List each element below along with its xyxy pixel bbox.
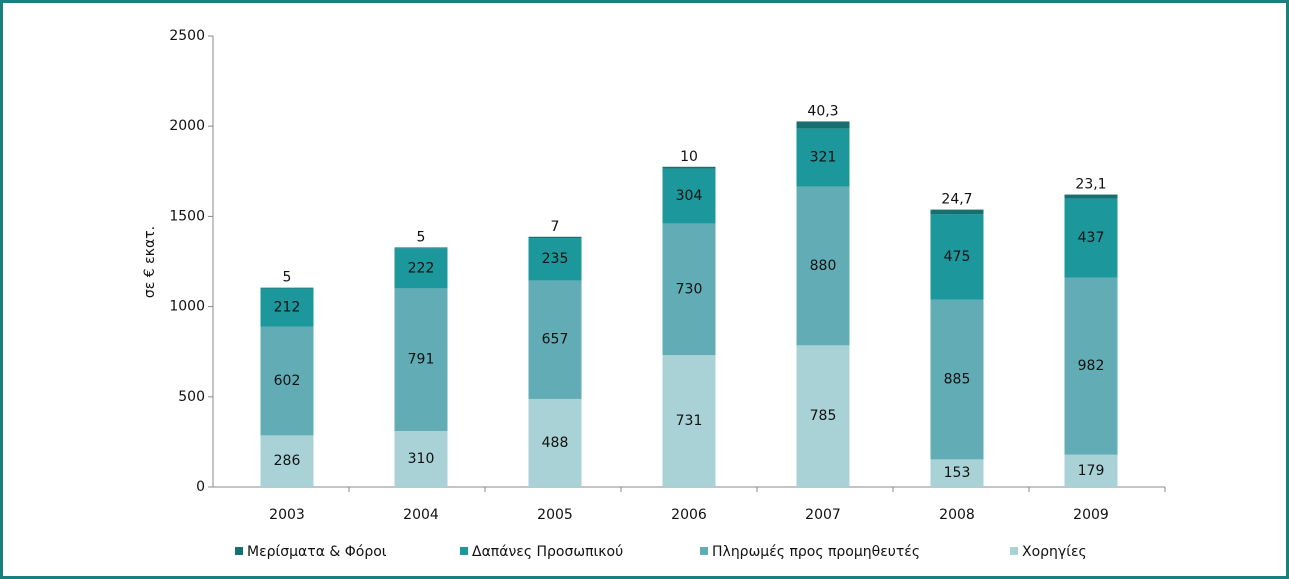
bar-segment — [1064, 198, 1118, 278]
legend-label: Χορηγίες — [1022, 544, 1087, 560]
bar-segment — [528, 398, 582, 487]
x-tick-label: 2007 — [805, 507, 841, 523]
data-label: 235 — [542, 251, 569, 267]
y-tick-label: 2500 — [169, 28, 205, 44]
bar-segment — [796, 345, 850, 487]
data-label: 488 — [542, 435, 569, 451]
legend-swatch — [1010, 547, 1018, 555]
bar-segment — [1064, 194, 1118, 199]
data-label: 5 — [417, 229, 426, 245]
data-label: 880 — [810, 258, 837, 274]
data-label: 153 — [944, 465, 971, 481]
y-tick-label: 2000 — [169, 118, 205, 134]
bar-segment — [930, 214, 984, 300]
x-tick-label: 2006 — [671, 507, 707, 523]
bar-segment — [1064, 454, 1118, 487]
bar-segment — [796, 186, 850, 346]
bar-segment — [930, 209, 984, 215]
data-label: 791 — [408, 352, 435, 368]
x-tick-label: 2009 — [1073, 507, 1109, 523]
data-label: 286 — [274, 453, 301, 469]
data-label: 437 — [1078, 230, 1105, 246]
bar-segment — [662, 223, 716, 356]
bar-segment — [930, 459, 984, 487]
data-label: 657 — [542, 332, 569, 348]
data-label: 731 — [676, 413, 703, 429]
data-label: 885 — [944, 372, 971, 388]
data-label: 212 — [274, 300, 301, 316]
data-label: 179 — [1078, 463, 1105, 479]
bar-segment — [260, 435, 314, 487]
bar-segment — [394, 248, 448, 289]
y-axis-label: σε € εκατ. — [142, 226, 158, 298]
bar-segment — [796, 128, 850, 187]
x-tick-label: 2003 — [269, 507, 305, 523]
legend-label: Πληρωμές προς προμηθευτές — [712, 544, 920, 560]
data-label: 304 — [676, 188, 703, 204]
legend-swatch — [460, 547, 468, 555]
y-tick-label: 0 — [196, 479, 205, 495]
bar-segment — [662, 166, 716, 169]
data-label: 785 — [810, 408, 837, 424]
data-label: 40,3 — [807, 103, 838, 119]
y-tick-label: 1000 — [169, 299, 205, 315]
bar-segment — [394, 431, 448, 487]
x-tick-label: 2004 — [403, 507, 439, 523]
data-label: 23,1 — [1075, 177, 1106, 193]
bar-segment — [260, 287, 314, 289]
x-tick-label: 2005 — [537, 507, 573, 523]
data-label: 5 — [283, 270, 292, 286]
y-tick-label: 500 — [178, 389, 205, 405]
data-label: 321 — [810, 150, 837, 166]
bar-segment — [796, 121, 850, 129]
bar-segment — [662, 168, 716, 224]
data-label: 24,7 — [941, 192, 972, 208]
bar-segment — [528, 236, 582, 239]
legend-label: Δαπάνες Προσωπικού — [472, 544, 623, 560]
bar-segment — [1064, 277, 1118, 455]
bar-segment — [662, 355, 716, 487]
data-label: 310 — [408, 451, 435, 467]
data-label: 7 — [551, 219, 560, 235]
bar-segment — [260, 326, 314, 436]
data-label: 10 — [680, 149, 698, 165]
data-label: 475 — [944, 249, 971, 265]
bar-segment — [260, 288, 314, 327]
bar-segment — [394, 288, 448, 432]
data-label: 982 — [1078, 358, 1105, 374]
bar-segment — [528, 238, 582, 281]
legend-swatch — [235, 547, 243, 555]
bar-segment — [930, 299, 984, 460]
data-label: 222 — [408, 260, 435, 276]
data-label: 730 — [676, 281, 703, 297]
legend-label: Μερίσματα & Φόροι — [247, 544, 387, 560]
bar-segment — [394, 247, 448, 249]
legend-swatch — [700, 547, 708, 555]
data-label: 602 — [274, 373, 301, 389]
y-tick-label: 1500 — [169, 208, 205, 224]
bar-segment — [528, 280, 582, 399]
x-tick-label: 2008 — [939, 507, 975, 523]
